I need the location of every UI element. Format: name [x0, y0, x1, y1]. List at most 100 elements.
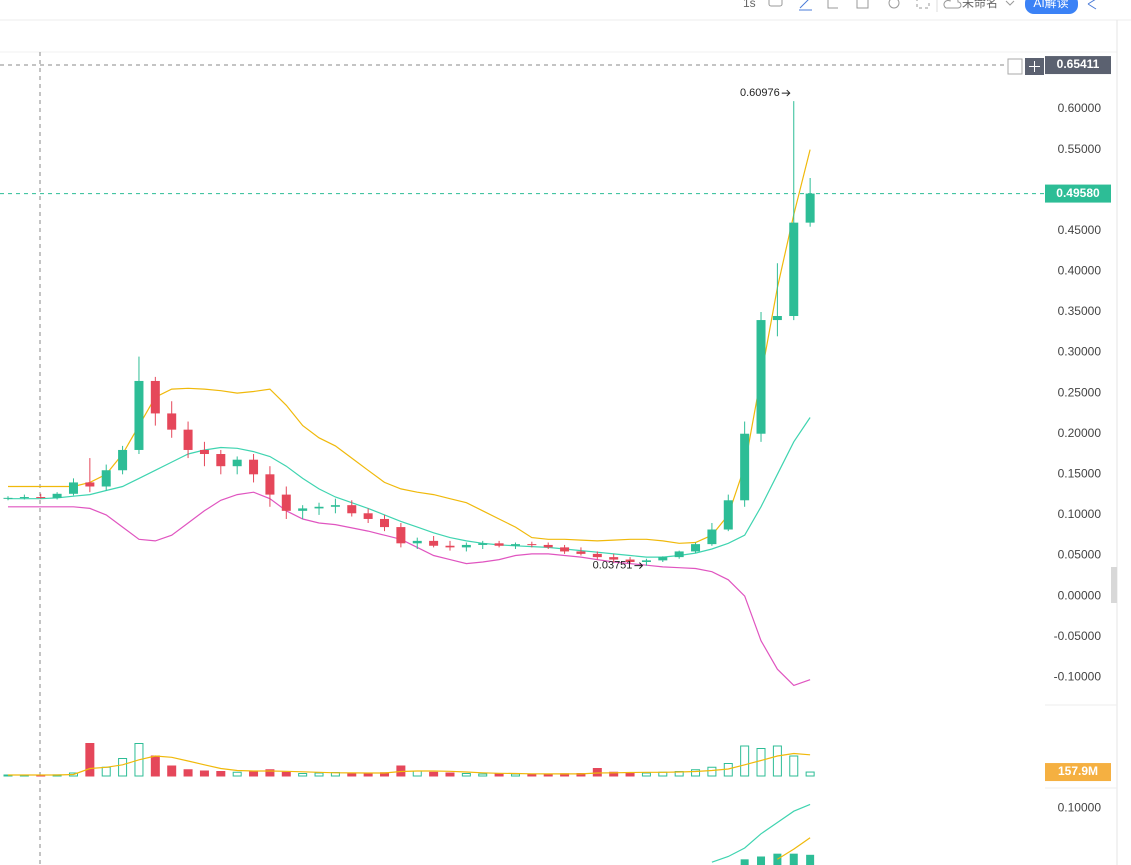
screenshot-icon[interactable]: [768, 0, 783, 7]
candle-body: [609, 557, 619, 560]
candle-body: [789, 222, 799, 317]
indicator-bar: [789, 853, 798, 865]
candle-body: [576, 551, 586, 554]
candle-body: [347, 505, 357, 514]
volume-bar: [691, 769, 701, 777]
y-tick-label: 0.15000: [1058, 466, 1102, 480]
volume-bar: [249, 770, 259, 777]
draw-icon[interactable]: [799, 0, 812, 11]
candle-body: [265, 474, 275, 495]
candle-body: [52, 493, 62, 498]
candle-body: [232, 459, 242, 467]
last-price-label: 0.49580: [1056, 186, 1100, 200]
y-tick-label: 0.25000: [1058, 385, 1102, 399]
volume-bar: [789, 755, 799, 777]
volume-bar: [641, 772, 651, 777]
volume-bar: [494, 773, 504, 777]
lock-button[interactable]: [1007, 58, 1023, 75]
y-tick-label: -0.05000: [1054, 629, 1102, 643]
y-tick-label: 0.55000: [1058, 142, 1102, 156]
indicator-icon[interactable]: [827, 0, 838, 9]
volume-ma-line: [8, 752, 811, 776]
indicator-bar: [773, 853, 782, 865]
dropdown-arrow[interactable]: [1005, 0, 1015, 6]
y-tick-label: -0.10000: [1054, 669, 1102, 683]
volume-bar: [772, 745, 782, 777]
candle-body: [445, 545, 455, 548]
candle-body: [19, 497, 29, 499]
y-tick-label: 0.35000: [1058, 304, 1102, 318]
y-tick-label: 0.60000: [1058, 101, 1102, 115]
candle-body: [298, 508, 308, 511]
band-line: [8, 417, 811, 558]
volume-bar: [118, 758, 128, 777]
template-icon[interactable]: [856, 0, 869, 9]
volume-bar: [543, 773, 553, 777]
candle-body: [429, 540, 439, 546]
volume-bar: [445, 772, 455, 777]
volume-bar: [150, 755, 160, 777]
low-arrow: [634, 562, 644, 569]
candle-body: [167, 413, 177, 430]
candle-body: [85, 482, 95, 487]
indicator-bar: [740, 859, 749, 865]
y-tick-label: 0.40000: [1058, 264, 1102, 278]
candle-body: [412, 540, 422, 544]
candle-body: [3, 497, 13, 499]
candle-body: [772, 316, 782, 321]
y-tick-label: 0.00000: [1058, 588, 1102, 602]
scroll-handle[interactable]: [1111, 567, 1117, 603]
indicator-line: [777, 837, 811, 860]
y-tick-label: 0.10000: [1058, 801, 1102, 815]
candle-body: [363, 513, 373, 519]
candle-body: [68, 482, 78, 494]
volume-bar: [707, 766, 717, 777]
share-icon[interactable]: [1087, 0, 1097, 10]
y-tick-label: 0.05000: [1058, 548, 1102, 562]
candle-body: [527, 544, 537, 546]
candle-body: [249, 459, 259, 475]
low-annotation: 0.03751: [593, 560, 633, 572]
layout-name[interactable]: 未命名: [962, 0, 998, 10]
volume-bar: [363, 773, 373, 777]
candle-body: [216, 454, 226, 467]
candle-body: [478, 543, 488, 545]
high-arrow: [781, 89, 791, 97]
plus-icon[interactable]: [1029, 61, 1040, 72]
candle-body: [150, 380, 160, 414]
volume-bar: [461, 773, 471, 777]
volume-bar: [281, 771, 291, 777]
last-price-box: [1045, 184, 1111, 203]
cloud-icon: [943, 0, 962, 9]
high-annotation: 0.60976: [740, 87, 780, 99]
volume-bar: [167, 765, 177, 777]
volume-bar: [756, 748, 766, 777]
volume-bar: [298, 773, 308, 777]
volume-bar: [412, 770, 422, 777]
candle-body: [183, 429, 193, 450]
ai-button-label[interactable]: AI解读: [1033, 0, 1068, 10]
candle-body: [543, 544, 553, 548]
y-tick-label: 0.45000: [1058, 223, 1102, 237]
candle-body: [625, 559, 635, 562]
indicator-bar: [757, 856, 766, 865]
settings-icon[interactable]: [888, 0, 900, 9]
volume-bar: [510, 773, 520, 777]
volume-label: 157.9M: [1058, 764, 1098, 778]
ai-button[interactable]: [1025, 0, 1078, 14]
candle-body: [134, 380, 144, 450]
candle-body: [740, 433, 750, 501]
candle-body: [36, 497, 46, 499]
candle-body: [707, 529, 717, 545]
crosshair-box: [1045, 56, 1111, 75]
y-tick-label: 0.30000: [1058, 345, 1102, 359]
candle-body: [494, 543, 504, 546]
fullscreen-icon[interactable]: [916, 0, 930, 9]
candle-body: [396, 527, 406, 544]
interval-button[interactable]: 1s: [743, 0, 756, 10]
volume-bar: [232, 771, 242, 777]
candle-body: [691, 544, 701, 552]
y-tick-label: 0.20000: [1058, 426, 1102, 440]
volume-bar: [101, 766, 111, 777]
